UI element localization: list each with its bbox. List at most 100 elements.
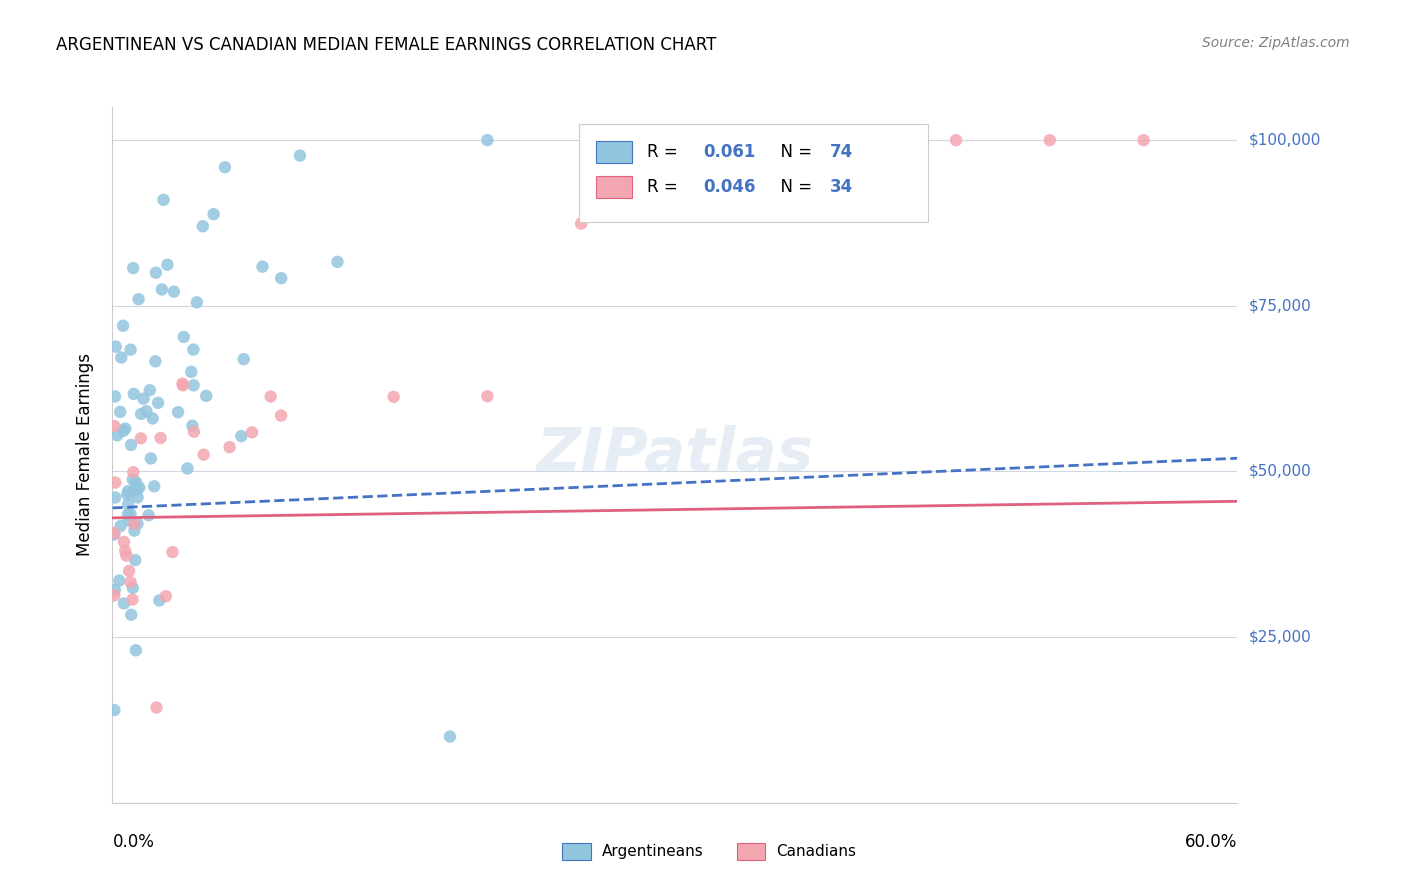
Point <box>122 387 145 401</box>
Text: 60.0%: 60.0% <box>1185 833 1237 851</box>
Point <box>112 424 135 438</box>
Text: 34: 34 <box>830 178 853 196</box>
Point <box>155 589 177 603</box>
Point <box>124 553 146 567</box>
Text: Source: ZipAtlas.com: Source: ZipAtlas.com <box>1202 36 1350 50</box>
Point <box>103 588 125 602</box>
Point <box>270 271 292 285</box>
Y-axis label: Median Female Earnings: Median Female Earnings <box>76 353 94 557</box>
Point <box>202 207 225 221</box>
Point <box>439 730 461 744</box>
Point <box>117 484 139 499</box>
Text: 0.0%: 0.0% <box>112 833 155 851</box>
Point <box>104 583 127 598</box>
Point <box>477 133 499 147</box>
Point <box>232 352 254 367</box>
Point <box>121 485 143 500</box>
Text: $50,000: $50,000 <box>1249 464 1312 479</box>
Point <box>127 482 149 496</box>
Point <box>143 479 166 493</box>
Text: $100,000: $100,000 <box>1249 133 1320 148</box>
Point <box>142 411 165 425</box>
Point <box>120 575 142 590</box>
Point <box>183 425 205 439</box>
Point <box>122 261 145 276</box>
Point <box>569 217 592 231</box>
Point <box>120 343 142 357</box>
Point <box>326 255 349 269</box>
Point <box>1039 133 1062 147</box>
Text: $25,000: $25,000 <box>1249 630 1312 645</box>
Point <box>152 193 174 207</box>
Point <box>382 390 405 404</box>
Point <box>145 266 167 280</box>
Point <box>163 285 186 299</box>
Point <box>118 564 141 578</box>
Point <box>104 340 127 354</box>
Point <box>129 407 152 421</box>
Point <box>150 283 173 297</box>
Text: 74: 74 <box>830 144 853 161</box>
Point <box>477 389 499 403</box>
Point <box>231 429 253 443</box>
Point <box>120 438 142 452</box>
Text: 0.061: 0.061 <box>703 144 755 161</box>
Point <box>176 461 198 475</box>
Point <box>167 405 190 419</box>
Point <box>145 700 167 714</box>
Point <box>103 527 125 541</box>
Point <box>127 516 149 531</box>
Point <box>139 383 162 397</box>
Text: R =: R = <box>647 144 683 161</box>
Point <box>117 507 139 521</box>
Point <box>110 519 132 533</box>
Point <box>125 475 148 489</box>
Point <box>173 330 195 344</box>
Text: $75,000: $75,000 <box>1249 298 1312 313</box>
Text: ARGENTINEAN VS CANADIAN MEDIAN FEMALE EARNINGS CORRELATION CHART: ARGENTINEAN VS CANADIAN MEDIAN FEMALE EA… <box>56 36 717 54</box>
Point <box>183 343 205 357</box>
Point <box>664 133 686 147</box>
Point <box>252 260 274 274</box>
Point <box>758 188 780 202</box>
Text: N =: N = <box>770 144 818 161</box>
Point <box>105 428 128 442</box>
Point <box>139 451 162 466</box>
Point <box>110 351 132 365</box>
Point <box>132 392 155 406</box>
Text: Canadians: Canadians <box>776 844 856 859</box>
Point <box>149 431 172 445</box>
Point <box>115 487 138 501</box>
FancyBboxPatch shape <box>579 124 928 222</box>
Point <box>114 421 136 435</box>
Point <box>129 431 152 445</box>
Point <box>138 508 160 523</box>
Point <box>110 405 132 419</box>
Bar <box>596 176 633 198</box>
Text: R =: R = <box>647 178 683 196</box>
Point <box>181 418 204 433</box>
Text: ZIPatlas: ZIPatlas <box>536 425 814 484</box>
Point <box>945 133 967 147</box>
Point <box>218 440 240 454</box>
Point <box>191 219 214 234</box>
Point <box>112 596 135 610</box>
Point <box>108 574 131 588</box>
Point <box>172 376 194 391</box>
Point <box>193 448 215 462</box>
Point <box>148 593 170 607</box>
Text: 0.046: 0.046 <box>703 178 755 196</box>
Point <box>103 703 125 717</box>
Point <box>122 465 145 479</box>
Point <box>125 643 148 657</box>
Bar <box>596 141 633 163</box>
Point <box>104 389 127 403</box>
Point <box>117 497 139 511</box>
Point <box>195 389 218 403</box>
Point <box>112 535 135 549</box>
Point <box>128 481 150 495</box>
Point <box>124 524 146 538</box>
Point <box>172 378 194 392</box>
Point <box>1132 133 1154 147</box>
Text: N =: N = <box>770 178 818 196</box>
